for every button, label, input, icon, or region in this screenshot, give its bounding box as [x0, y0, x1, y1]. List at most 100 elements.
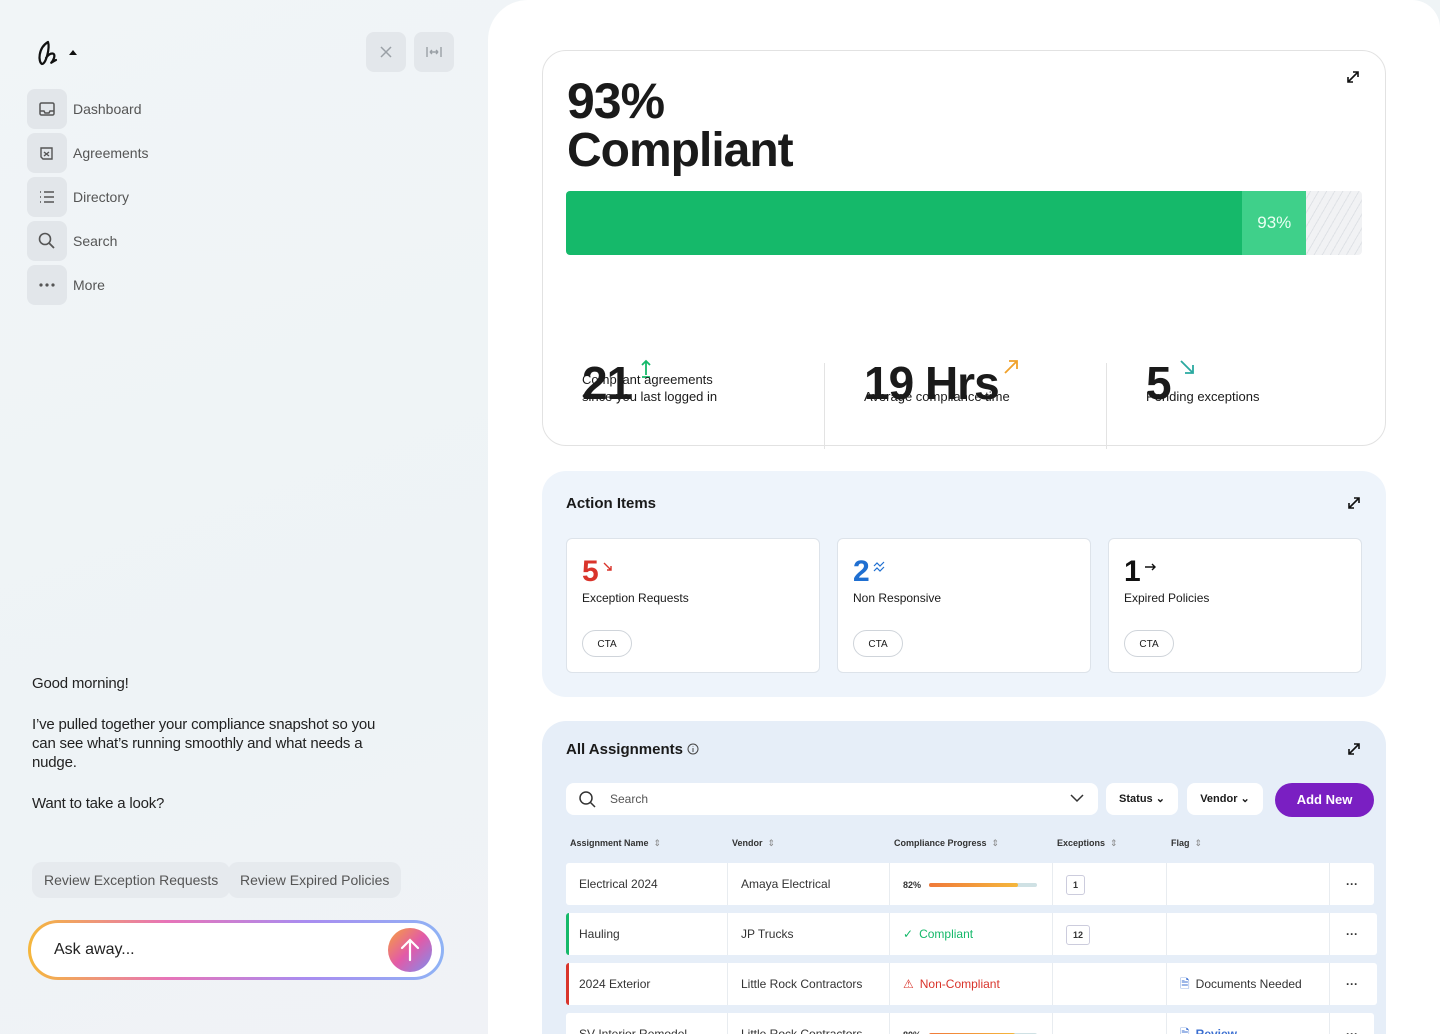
stat-label: Compliant agreements since you last logg…: [582, 372, 718, 404]
chat-input-border: Ask away...: [28, 920, 444, 980]
row-menu[interactable]: ···: [1346, 1027, 1358, 1034]
vendor-name: Amaya Electrical: [741, 877, 831, 891]
exception-count: 12: [1066, 925, 1091, 945]
sort-icon: ⇕: [1194, 838, 1203, 848]
send-button[interactable]: [387, 927, 433, 973]
assignment-name: Hauling: [579, 927, 620, 941]
progress-label: 93%: [1242, 191, 1307, 255]
suggestion-chip[interactable]: Review Expired Policies: [228, 862, 402, 898]
table-row[interactable]: SV Interior Remodel Little Rock Contracto…: [566, 1013, 1374, 1034]
count: 2: [853, 555, 870, 588]
search-bar[interactable]: Search: [566, 783, 1098, 815]
progress-fill: [929, 1032, 1016, 1034]
divider: [824, 363, 825, 449]
status-label: Compliant: [919, 927, 974, 941]
name-cell: SV Interior Remodel: [566, 1013, 728, 1034]
nav-label[interactable]: Directory: [73, 189, 130, 205]
input-placeholder: Ask away...: [54, 941, 135, 958]
vendor-cell: JP Trucks: [728, 913, 890, 955]
message: I’ve pulled together your compliance sna…: [32, 716, 376, 771]
cta-button[interactable]: CTA: [1124, 630, 1174, 657]
card-title: All Assignments: [566, 741, 699, 758]
column-header[interactable]: Compliance Progress ⇕: [894, 838, 999, 849]
sort-icon: ⇕: [653, 838, 662, 848]
vendor-filter[interactable]: Vendor ⌄: [1187, 783, 1263, 815]
progress-label: 80%: [903, 1030, 921, 1034]
vendor-name: Little Rock Contractors: [741, 1027, 863, 1034]
column-header[interactable]: Assignment Name ⇕: [570, 838, 661, 849]
progress-cell: ✓ Compliant: [890, 913, 1053, 955]
progress-cell: 82%: [890, 863, 1053, 905]
main-panel: 93% Compliant 93% 21 Compliant agreement…: [488, 0, 1440, 1034]
action-card: 1 Expired Policies CTA: [1108, 538, 1362, 673]
row-menu[interactable]: ···: [1346, 877, 1358, 891]
close-button[interactable]: [366, 32, 406, 72]
nav-icon[interactable]: [27, 89, 67, 129]
assignment-name: Electrical 2024: [579, 877, 658, 891]
stat-value: 21: [582, 357, 653, 409]
assignments-card: All Assignments Search Status ⌄ Vendor ⌄…: [542, 721, 1386, 1034]
suggestion-chip[interactable]: Review Exception Requests: [32, 862, 231, 898]
compliance-label: Compliant: [567, 124, 794, 177]
logo[interactable]: [34, 38, 84, 68]
action-label: Expired Policies: [1124, 591, 1210, 605]
action-items-card: Action Items 5 Exception Requests CTA 2 Non …: [542, 471, 1386, 697]
expand-button[interactable]: [1346, 741, 1362, 757]
progress-track: [929, 1032, 1038, 1034]
flag-label: Documents Needed: [1195, 977, 1302, 991]
row-menu[interactable]: ···: [1346, 977, 1358, 991]
action-label: Exception Requests: [582, 591, 689, 605]
cta-button[interactable]: CTA: [853, 630, 903, 657]
flag-icon: 🗎: [1180, 1027, 1190, 1034]
nav-label[interactable]: More: [73, 277, 105, 293]
exception-count: 1: [1066, 875, 1086, 895]
vendor-cell: Little Rock Contractors: [728, 1013, 890, 1034]
status-icon: ✓: [903, 927, 914, 941]
column-label: Flag: [1171, 838, 1190, 848]
flag-cell: [1167, 913, 1330, 955]
name-cell: Hauling: [566, 913, 728, 955]
add-new-button[interactable]: Add New: [1275, 783, 1374, 817]
split-button[interactable]: [414, 32, 454, 72]
column-label: Assignment Name: [570, 838, 649, 848]
column-label: Vendor: [732, 838, 763, 848]
table-row[interactable]: 2024 Exterior Little Rock Contractors ⚠ Non…: [566, 963, 1377, 1005]
action-card: 5 Exception Requests CTA: [566, 538, 820, 673]
sort-icon: ⇕: [767, 838, 776, 848]
nav-label[interactable]: Search: [73, 233, 118, 249]
nav-icon[interactable]: [27, 265, 67, 305]
expand-button[interactable]: [1345, 69, 1361, 85]
progress-fill: [929, 882, 1018, 887]
greeting: Good morning!: [32, 675, 129, 692]
assignment-name: SV Interior Remodel: [579, 1027, 688, 1034]
column-header[interactable]: Exceptions ⇕: [1057, 838, 1118, 849]
status-icon: ⚠: [903, 977, 914, 991]
sort-icon: ⇕: [991, 838, 1000, 848]
table-row[interactable]: Hauling JP Trucks ✓ Compliant 12 ···: [566, 913, 1377, 955]
expand-button[interactable]: [1346, 495, 1362, 511]
status-filter[interactable]: Status ⌄: [1106, 783, 1178, 815]
action-count: 1: [1124, 555, 1157, 589]
column-header[interactable]: Flag ⇕: [1171, 838, 1202, 849]
nav-label[interactable]: Agreements: [73, 145, 149, 161]
table-row[interactable]: Electrical 2024 Amaya Electrical 82% 1 ···: [566, 863, 1374, 905]
status-label: Non-Compliant: [919, 977, 1000, 991]
nav-icon[interactable]: [27, 177, 67, 217]
chat-input[interactable]: Ask away...: [31, 923, 441, 977]
progress-track: 93%: [566, 191, 1362, 255]
nav-icon[interactable]: [27, 221, 67, 261]
count: 5: [582, 555, 599, 588]
stat-value: 5: [1146, 357, 1195, 409]
exceptions-cell: 12: [1053, 913, 1167, 955]
search-placeholder: Search: [610, 792, 649, 806]
row-menu[interactable]: ···: [1346, 927, 1358, 941]
flag-label[interactable]: Review: [1195, 1027, 1238, 1034]
trend-icon: [603, 562, 612, 571]
nav-label[interactable]: Dashboard: [73, 101, 142, 117]
column-header[interactable]: Vendor ⇕: [732, 838, 775, 849]
count: 1: [1124, 555, 1141, 588]
prompt: Want to take a look?: [32, 795, 165, 812]
nav-icon[interactable]: [27, 133, 67, 173]
cta-button[interactable]: CTA: [582, 630, 632, 657]
